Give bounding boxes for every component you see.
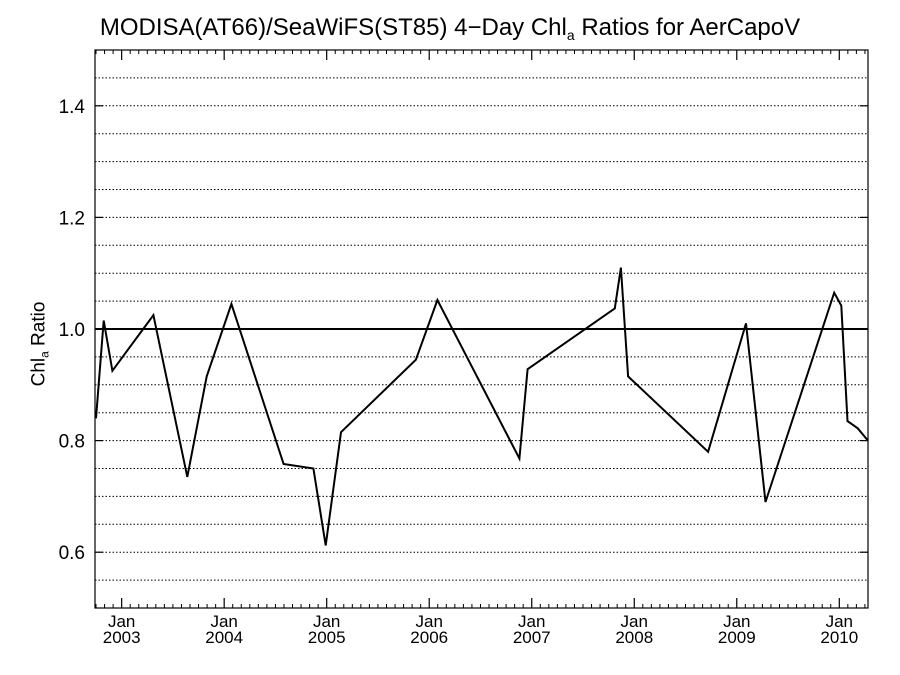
x-tick-label-year: 2007 <box>513 628 551 647</box>
axis-layer <box>94 49 869 609</box>
x-tick-label-month: Jan <box>313 612 340 631</box>
x-tick-label-month: Jan <box>210 612 237 631</box>
series-layer <box>95 267 869 546</box>
x-tick-label-month: Jan <box>723 612 750 631</box>
tick-label-layer: 0.60.81.01.21.4Jan2003Jan2004Jan2005Jan2… <box>59 97 859 647</box>
x-tick-label-year: 2005 <box>308 628 346 647</box>
x-tick-label-month: Jan <box>621 612 648 631</box>
chart-title-suffix: Ratios for AerCapoV <box>574 14 801 41</box>
y-tick-label: 1.2 <box>59 208 85 229</box>
x-tick-label-year: 2006 <box>410 628 448 647</box>
y-tick-label: 0.8 <box>59 432 85 453</box>
chart-title: MODISA(AT66)/SeaWiFS(ST85) 4−Day Chla Ra… <box>0 14 900 43</box>
x-tick-label-month: Jan <box>416 612 443 631</box>
y-tick-label: 1.4 <box>59 97 86 118</box>
series-line-0 <box>95 267 869 546</box>
chart-title-prefix: MODISA(AT66)/SeaWiFS(ST85) 4−Day Chl <box>99 14 567 41</box>
x-tick-label-month: Jan <box>518 612 545 631</box>
x-tick-label-month: Jan <box>108 612 135 631</box>
y-tick-label: 1.0 <box>59 320 85 341</box>
x-tick-label-year: 2004 <box>205 628 243 647</box>
x-tick-label-year: 2009 <box>718 628 756 647</box>
x-tick-label-year: 2008 <box>615 628 653 647</box>
x-tick-label-year: 2003 <box>103 628 141 647</box>
chart-title-subscript: a <box>566 27 575 43</box>
y-tick-label: 0.6 <box>59 543 85 564</box>
x-tick-label-month: Jan <box>826 612 853 631</box>
x-tick-label-year: 2010 <box>820 628 858 647</box>
